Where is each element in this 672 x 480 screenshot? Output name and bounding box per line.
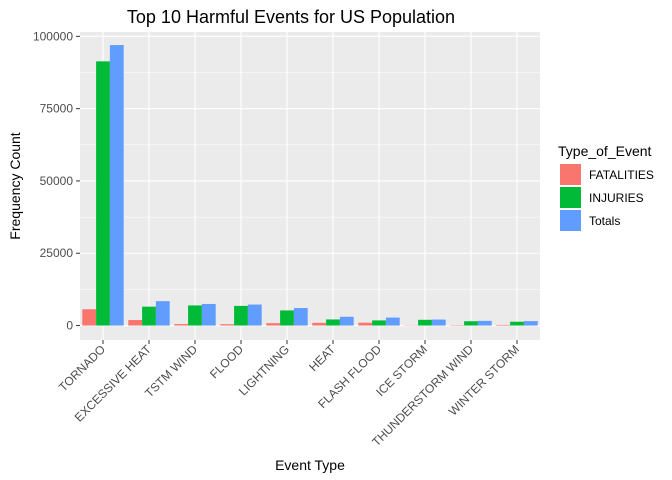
bar-injuries-heat bbox=[326, 319, 340, 326]
bar-totals-thunderstorm-wind bbox=[477, 320, 492, 326]
bar-fatalities-excessive-heat bbox=[128, 320, 143, 326]
bar-totals-excessive-heat bbox=[155, 301, 170, 326]
bar-injuries-flood bbox=[234, 305, 248, 326]
y-tick-label: 0 bbox=[66, 319, 73, 333]
x-tick-label: HEAT bbox=[306, 342, 338, 374]
bars bbox=[82, 45, 538, 326]
y-tick-label: 75000 bbox=[40, 102, 74, 116]
bar-totals-tstm-wind bbox=[201, 303, 216, 326]
bar-totals-flash-flood bbox=[385, 317, 400, 326]
bar-fatalities-heat bbox=[312, 322, 327, 326]
bar-injuries-winter-storm bbox=[510, 321, 524, 326]
bar-injuries-thunderstorm-wind bbox=[464, 321, 478, 326]
bar-fatalities-tstm-wind bbox=[174, 324, 189, 326]
x-axis-title: Event Type bbox=[275, 457, 345, 473]
bar-fatalities-flash-flood bbox=[358, 322, 373, 326]
bar-injuries-tstm-wind bbox=[188, 305, 202, 326]
x-tick-label: FLOOD bbox=[207, 342, 246, 381]
bar-totals-tornado bbox=[109, 45, 124, 326]
bar-totals-ice-storm bbox=[431, 319, 446, 326]
legend-key-totals bbox=[560, 210, 581, 231]
bar-fatalities-winter-storm bbox=[496, 324, 511, 326]
bar-injuries-excessive-heat bbox=[142, 306, 156, 326]
bar-injuries-flash-flood bbox=[372, 320, 386, 326]
bar-injuries-lightning bbox=[280, 310, 294, 326]
legend-key-fatalities bbox=[560, 164, 581, 185]
bar-totals-flood bbox=[247, 304, 262, 326]
x-tick-label: EXCESSIVE HEAT bbox=[72, 342, 155, 425]
bar-fatalities-tornado bbox=[82, 309, 97, 326]
plot-panel bbox=[80, 32, 540, 340]
y-tick-label: 50000 bbox=[40, 174, 74, 188]
legend-label-totals: Totals bbox=[589, 214, 620, 228]
bar-fatalities-lightning bbox=[266, 323, 281, 326]
y-tick-label: 100000 bbox=[33, 29, 73, 43]
legend: Type_of_Event FATALITIES INJURIES Totals bbox=[558, 143, 654, 231]
bar-totals-lightning bbox=[293, 308, 308, 326]
minor-gridlines bbox=[80, 72, 540, 290]
bar-totals-heat bbox=[339, 316, 354, 326]
y-axis-title: Frequency Count bbox=[7, 132, 23, 240]
bar-fatalities-flood bbox=[220, 324, 235, 326]
y-axis: 0 25000 50000 75000 100000 bbox=[33, 29, 80, 333]
chart-title: Top 10 Harmful Events for US Population bbox=[127, 7, 455, 27]
bar-totals-winter-storm bbox=[523, 321, 538, 326]
y-tick-label: 25000 bbox=[40, 246, 74, 260]
legend-key-injuries bbox=[560, 187, 581, 208]
legend-title: Type_of_Event bbox=[558, 143, 652, 159]
bar-injuries-tornado bbox=[96, 61, 110, 326]
legend-label-injuries: INJURIES bbox=[589, 191, 644, 205]
legend-label-fatalities: FATALITIES bbox=[589, 168, 654, 182]
bar-injuries-ice-storm bbox=[418, 319, 432, 326]
